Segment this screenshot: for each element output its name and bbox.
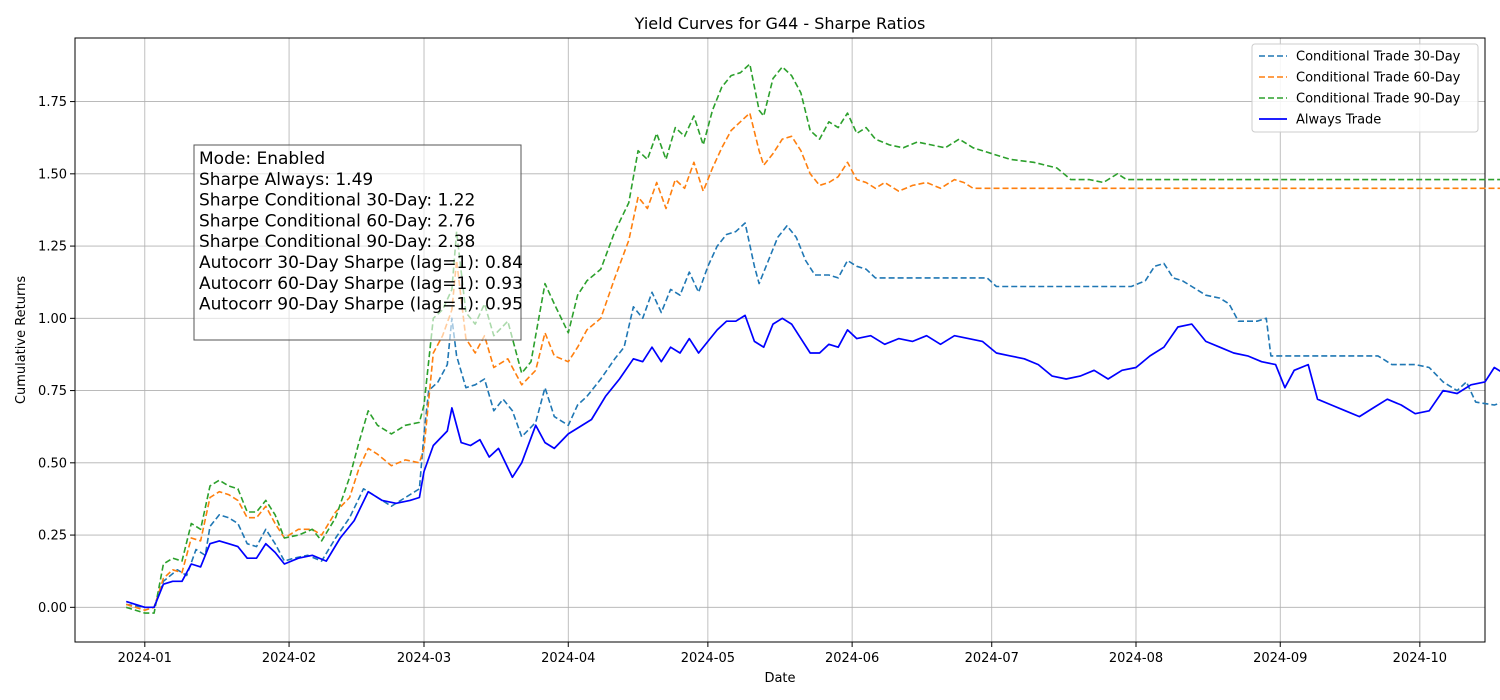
series-layer [125,63,1500,614]
x-tick-label: 2024-04 [541,651,595,666]
stats-line: Autocorr 30-Day Sharpe (lag=1): 0.84 [199,253,523,273]
stats-line: Sharpe Conditional 30-Day: 1.22 [199,191,475,211]
legend-frame [1251,43,1479,133]
stats-line: Sharpe Always: 1.49 [199,170,373,190]
stats-line: Sharpe Conditional 90-Day: 2.38 [199,232,475,252]
stats-line: Autocorr 90-Day Sharpe (lag=1): 0.95 [199,295,523,315]
chart-title: Yield Curves for G44 - Sharpe Ratios [634,14,926,33]
x-tick-label: 2024-06 [825,651,879,666]
x-tick-label: 2024-10 [1393,651,1447,666]
y-axis: 0.00 0.25 0.50 0.75 1.00 1.25 1.50 1.75 [38,95,75,616]
y-tick-label: 1.50 [38,167,67,182]
x-tick-label: 2024-02 [262,651,316,666]
legend-label: Conditional Trade 30-Day [1296,50,1461,65]
y-tick-label: 1.25 [38,240,67,255]
x-tick-label: 2024-05 [681,651,735,666]
x-tick-label: 2024-08 [1109,651,1163,666]
y-axis-title: Cumulative Returns [14,276,29,404]
stats-line: Sharpe Conditional 60-Day: 2.76 [199,211,475,231]
legend-label: Conditional Trade 90-Day [1296,92,1461,107]
plot-frame [74,37,1486,643]
x-tick-label: 2024-03 [397,651,451,666]
stats-box-frame [193,144,522,341]
y-tick-label: 0.75 [38,384,67,399]
legend: Conditional Trade 30-Day Conditional Trad… [1251,43,1479,133]
y-tick-label: 0.25 [38,529,67,544]
y-tick-label: 1.00 [38,312,67,327]
legend-label: Conditional Trade 60-Day [1296,71,1461,86]
x-tick-label: 2024-09 [1253,651,1307,666]
x-tick-label: 2024-01 [118,651,172,666]
series-line-conditional-trade-30-day [126,222,1500,609]
y-tick-label: 0.00 [38,601,67,616]
series-line-conditional-trade-60-day [125,112,1500,611]
legend-label: Always Trade [1296,113,1381,128]
x-tick-label: 2024-07 [965,651,1019,666]
y-tick-label: 0.50 [38,456,67,471]
grid [75,38,1485,642]
series-line-always-trade [125,314,1500,609]
y-tick-label: 1.75 [38,95,67,110]
stats-line: Autocorr 60-Day Sharpe (lag=1): 0.93 [199,274,523,294]
x-axis-title: Date [764,671,795,686]
series-line-conditional-trade-90-day [125,63,1500,614]
stats-line: Mode: Enabled [199,149,325,169]
x-axis: 2024-01 2024-02 2024-03 2024-04 2024-05 2024-… [118,642,1447,666]
